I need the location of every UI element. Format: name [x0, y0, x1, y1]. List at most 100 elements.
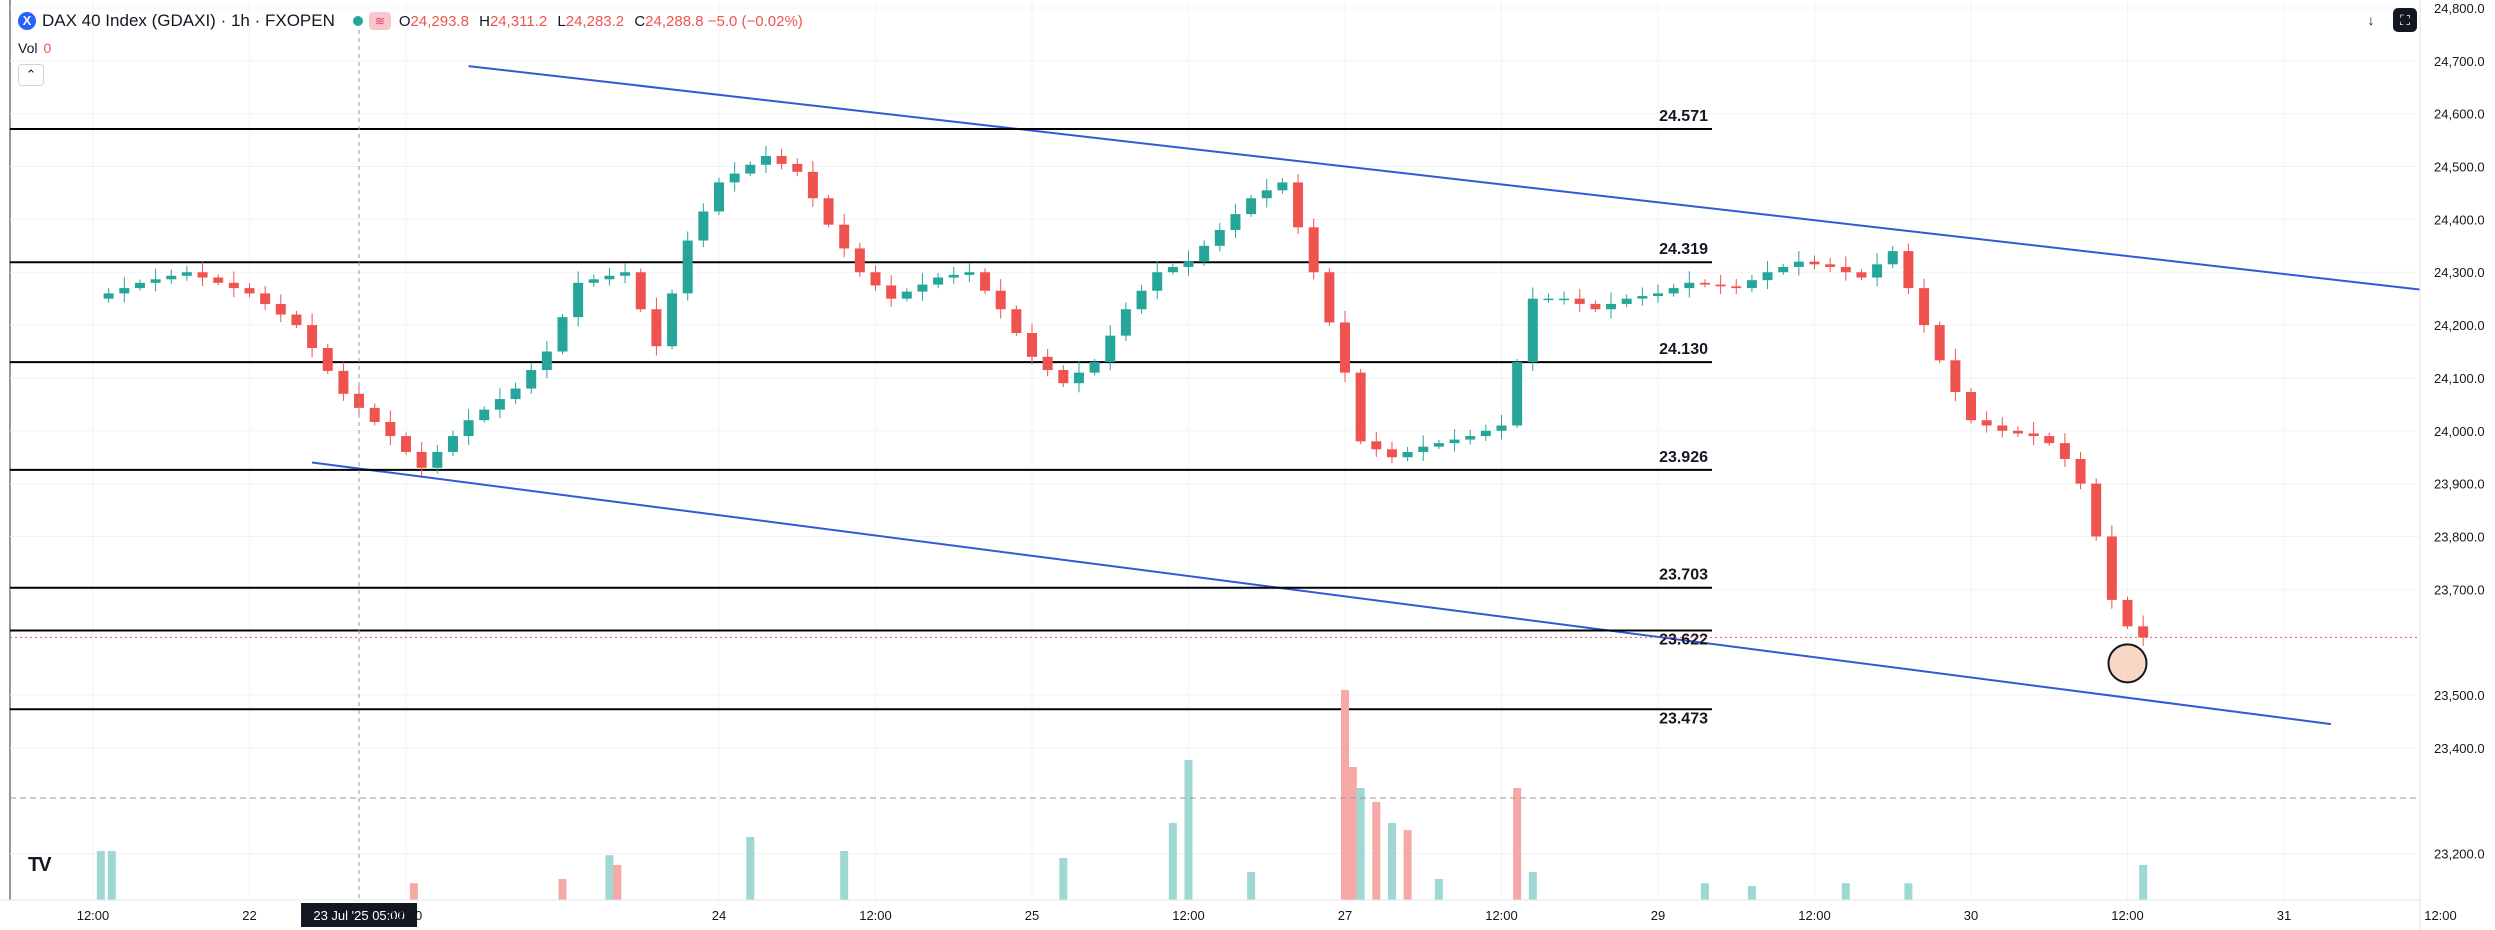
- open-value: 24,293.8: [410, 12, 469, 30]
- candle: [1981, 420, 1992, 426]
- candle: [1324, 272, 1335, 323]
- time-tick-label: 12:00: [1485, 908, 1518, 923]
- price-tick-label: 24,100.0: [2434, 371, 2485, 386]
- tradingview-logo-icon[interactable]: TV: [28, 854, 52, 876]
- candle: [588, 279, 599, 283]
- time-tick-label: 25: [1025, 908, 1039, 923]
- candle: [1684, 282, 1695, 289]
- candle: [369, 407, 380, 422]
- candle: [792, 163, 803, 172]
- candle: [1966, 392, 1976, 421]
- crosshair-time-label: 23 Jul '25 05:00: [313, 908, 404, 923]
- candle: [839, 224, 850, 249]
- candle: [1653, 293, 1663, 297]
- candle: [1919, 288, 1930, 326]
- candles: [103, 145, 2149, 647]
- price-tick-label: 23,200.0: [2434, 847, 2485, 862]
- candle: [150, 279, 161, 283]
- candle: [886, 285, 897, 299]
- horizontal-levels[interactable]: 24.571 24.319 24.130 23.926 23.703 23.622 23.4…: [10, 108, 1712, 727]
- candle: [1762, 272, 1773, 281]
- time-axis[interactable]: 12:00 22 12:00 24 12:00 25 12:00 27 12:00 29 12:00…: [0, 899, 2495, 923]
- candle: [103, 293, 114, 299]
- candle: [1089, 362, 1100, 373]
- candle: [134, 282, 145, 289]
- volume-legend[interactable]: Vol 0: [18, 40, 51, 56]
- time-tick-label: 12:00: [1798, 908, 1831, 923]
- candle: [1731, 286, 1742, 289]
- time-tick-label: 27: [1338, 908, 1352, 923]
- candle: [995, 290, 1006, 310]
- candle: [1120, 309, 1131, 336]
- candle: [1418, 446, 1429, 452]
- volume-bar: [96, 851, 105, 900]
- data-badge-icon[interactable]: ≋: [368, 12, 391, 30]
- candle: [1606, 303, 1617, 310]
- candle: [1543, 298, 1554, 301]
- chevron-up-icon[interactable]: ⌃: [18, 64, 44, 86]
- arrow-down-icon[interactable]: ↓: [2367, 12, 2375, 28]
- candle: [1433, 443, 1444, 447]
- candle: [1934, 325, 1945, 361]
- time-tick-label: 12:00: [859, 908, 892, 923]
- price-axis[interactable]: 24,800.0 24,700.0 24,600.0 24,500.0 24,400.0…: [2419, 0, 2495, 930]
- volume-bar: [2139, 865, 2148, 900]
- candle: [651, 309, 662, 347]
- candle: [1011, 309, 1022, 334]
- volume-bar: [613, 865, 622, 900]
- volume-bar: [558, 879, 567, 900]
- time-tick-label: 30: [1964, 908, 1978, 923]
- trend-channel[interactable]: [311, 65, 2495, 726]
- volume-bar: [1168, 823, 1177, 900]
- candle: [917, 284, 928, 292]
- candle: [181, 272, 192, 276]
- candle: [1058, 370, 1069, 384]
- candle: [557, 317, 568, 352]
- volume-bar: [1747, 886, 1756, 900]
- candle: [1152, 272, 1163, 291]
- candle: [197, 272, 208, 278]
- market-status-icon[interactable]: [352, 16, 363, 26]
- candle: [1793, 261, 1804, 267]
- candle: [213, 277, 224, 283]
- volume-value: 0: [43, 40, 52, 56]
- fullscreen-icon[interactable]: ⛶: [2393, 8, 2417, 32]
- candle: [416, 451, 427, 468]
- candle: [980, 272, 991, 291]
- volume-bar: [1403, 830, 1412, 900]
- symbol-title[interactable]: DAX 40 Index (GDAXI) · 1h · FXOPEN: [42, 11, 335, 30]
- time-tick-label: 24: [712, 908, 726, 923]
- candle: [823, 198, 834, 225]
- candle: [635, 272, 646, 310]
- price-tick-label: 24,600.0: [2434, 107, 2485, 122]
- candle: [1668, 288, 1679, 294]
- crosshair-time-box: [301, 903, 418, 927]
- candle: [1637, 296, 1648, 299]
- candle: [1480, 430, 1491, 437]
- candle: [510, 388, 521, 400]
- volume-bar: [1387, 823, 1396, 900]
- symbol-logo-icon[interactable]: X: [18, 12, 36, 30]
- candle: [260, 293, 271, 304]
- candle: [948, 274, 959, 278]
- time-tick-label: 22: [242, 908, 256, 923]
- level-label: 23.926: [1659, 449, 1708, 466]
- volume-bars: [96, 690, 2148, 900]
- time-tick-label: 12:00: [2424, 908, 2457, 923]
- candle: [432, 451, 443, 468]
- candle: [1950, 360, 1961, 393]
- candle: [1183, 261, 1194, 267]
- candle: [1825, 264, 1836, 267]
- candle: [1199, 245, 1210, 262]
- candle: [322, 347, 333, 371]
- price-tick-label: 24,700.0: [2434, 54, 2485, 69]
- time-tick-label: 31: [2277, 908, 2291, 923]
- volume-bar: [1513, 788, 1522, 900]
- volume-bar: [605, 855, 614, 900]
- candle: [401, 436, 411, 452]
- close-value: 24,288.8 −5.0 (−0.02%): [645, 12, 803, 30]
- candle: [682, 240, 693, 294]
- candle: [1449, 439, 1460, 444]
- price-tick-label: 24,000.0: [2434, 424, 2485, 439]
